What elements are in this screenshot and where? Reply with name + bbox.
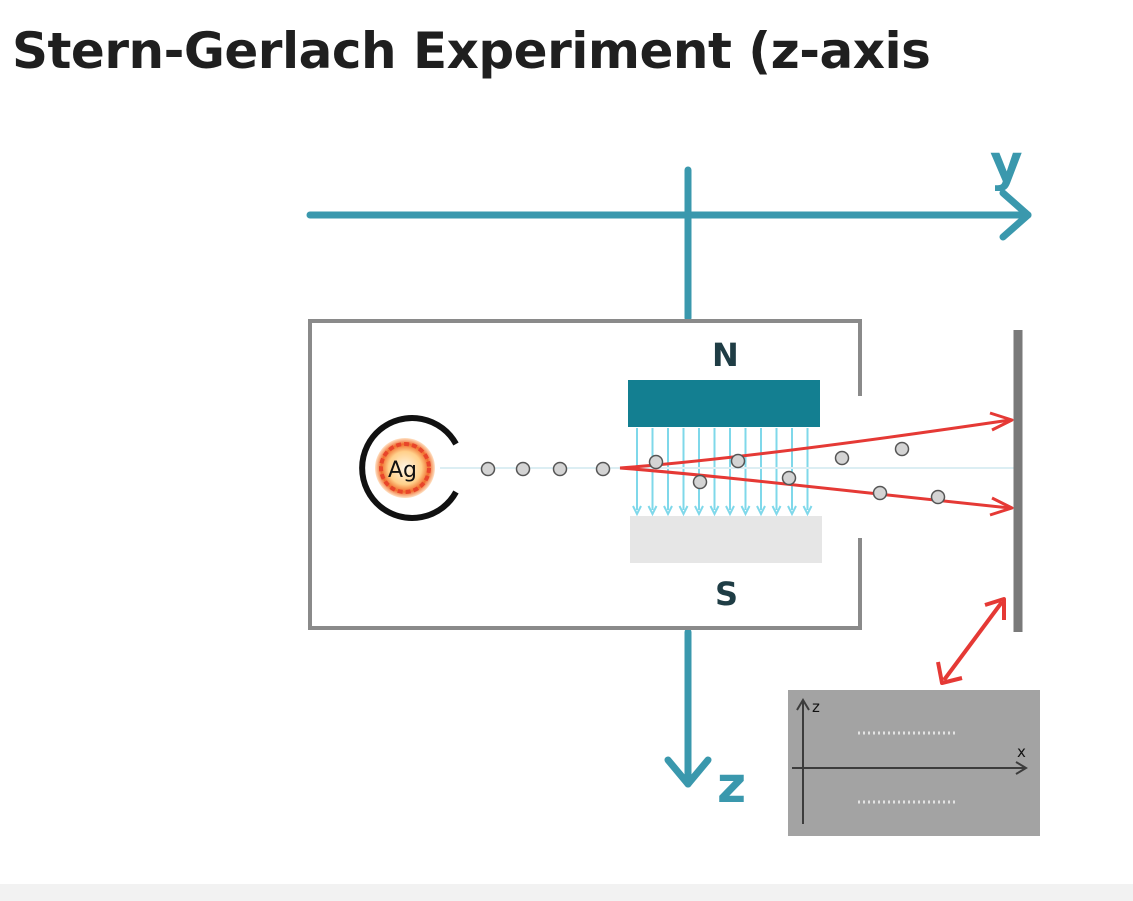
- silver-atom: [930, 489, 946, 505]
- field-line-arrowhead: [694, 505, 704, 517]
- silver-atom: [480, 461, 496, 477]
- y-axis-label: y: [990, 134, 1023, 192]
- page-title: Stern-Gerlach Experiment (z-axis: [12, 22, 931, 80]
- field-line-arrowhead: [632, 505, 642, 517]
- field-line-arrowhead: [725, 505, 735, 517]
- screen-inset: z x: [788, 690, 1040, 836]
- z-axis: z: [664, 166, 746, 814]
- field-line-arrowhead: [771, 505, 782, 517]
- south-pole-label: S: [715, 575, 738, 613]
- silver-atom: [894, 441, 910, 457]
- z-axis-arrowhead: [664, 756, 712, 788]
- silver-source: Ag: [359, 415, 459, 521]
- silver-source-label: Ag: [388, 458, 417, 483]
- screen-view-arrow: [936, 597, 1006, 685]
- lower-beam-arrowhead: [989, 496, 1014, 517]
- field-line-arrowhead: [709, 505, 720, 517]
- field-line-arrowhead: [787, 505, 797, 517]
- south-pole: [630, 516, 822, 563]
- silver-atom: [692, 474, 708, 490]
- silver-atoms: [480, 441, 946, 505]
- apparatus-housing: [308, 319, 862, 630]
- silver-atoms-glow: [375, 438, 435, 498]
- field-line-arrowhead: [802, 505, 813, 517]
- field-line-arrowhead: [647, 505, 658, 517]
- z-axis-label: z: [717, 756, 746, 814]
- field-line-arrowhead: [678, 505, 689, 517]
- field-line-arrowhead: [756, 505, 766, 517]
- split-beams: [619, 411, 1014, 517]
- screen-inset-background: [788, 690, 1040, 836]
- silver-atom: [781, 470, 797, 486]
- silver-atom: [595, 461, 611, 477]
- north-pole-label: N: [712, 336, 739, 374]
- silver-atom: [834, 450, 850, 466]
- north-pole: [628, 380, 820, 427]
- y-axis: y: [306, 134, 1032, 241]
- bottom-bar: [0, 884, 1133, 901]
- silver-atom: [552, 461, 568, 477]
- lower-beam: [619, 466, 1011, 510]
- silver-atom: [872, 485, 888, 501]
- silver-atom: [730, 453, 746, 469]
- silver-atom: [648, 454, 664, 470]
- y-axis-arrowhead: [999, 189, 1032, 241]
- field-line-arrowhead: [740, 505, 751, 517]
- oven-ring: [359, 415, 459, 521]
- inset-x-label: x: [1017, 743, 1026, 761]
- upper-beam-arrowhead: [989, 411, 1014, 432]
- upper-beam: [619, 418, 1011, 470]
- silver-atom: [515, 461, 531, 477]
- inset-z-label: z: [812, 698, 820, 716]
- silver-atoms-ring: [379, 442, 431, 494]
- field-line-arrowhead: [663, 505, 673, 517]
